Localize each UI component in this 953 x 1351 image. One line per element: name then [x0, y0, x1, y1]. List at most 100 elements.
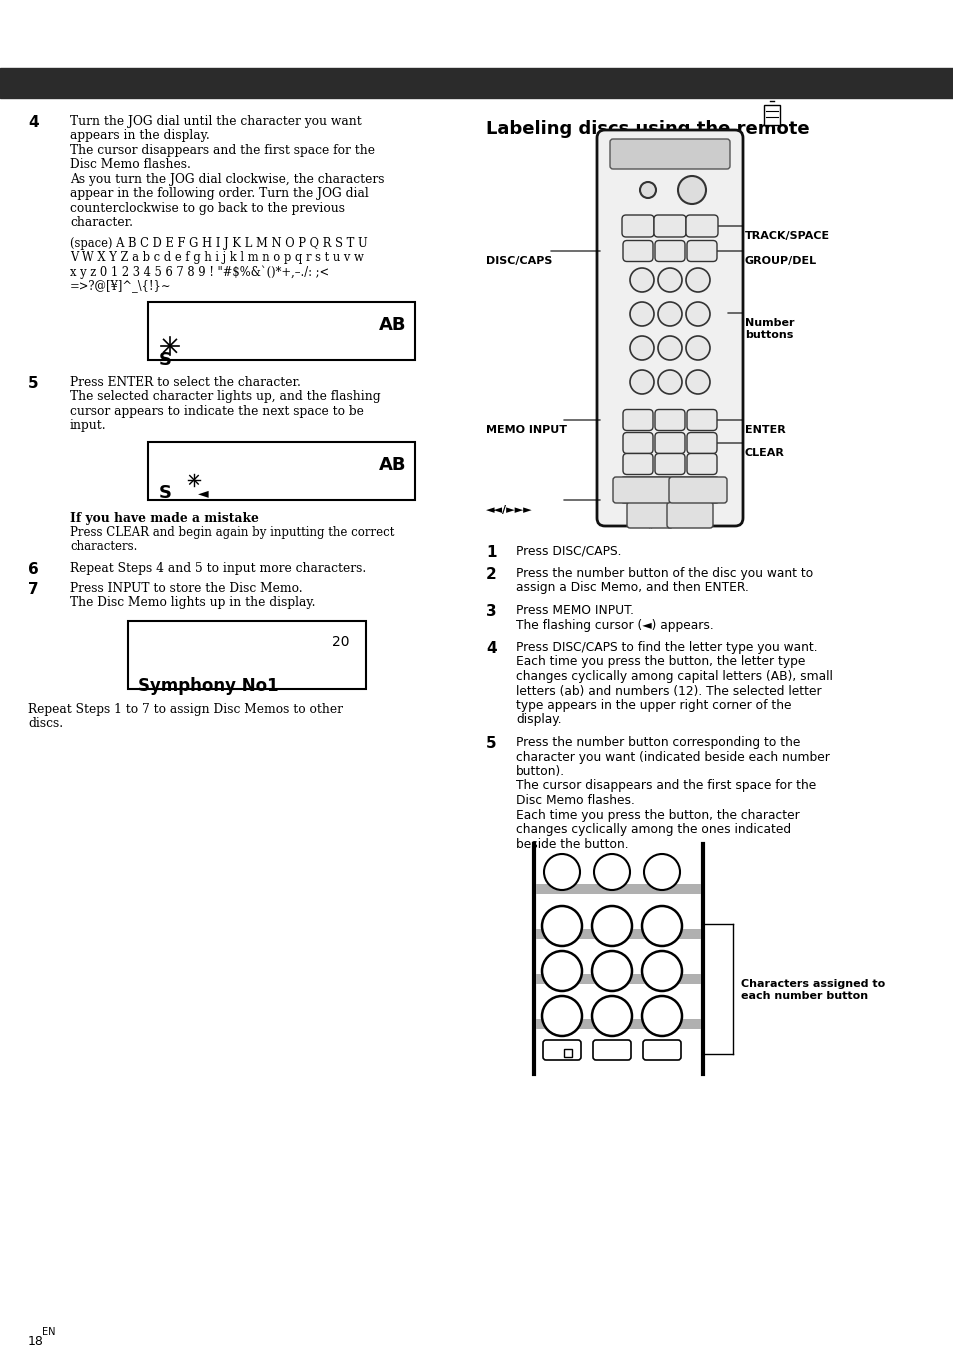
Circle shape — [678, 176, 705, 204]
Circle shape — [658, 336, 681, 359]
FancyBboxPatch shape — [642, 1040, 680, 1061]
Text: S: S — [159, 484, 172, 501]
Text: input.: input. — [70, 419, 107, 432]
Text: character you want (indicated beside each number: character you want (indicated beside eac… — [516, 751, 829, 763]
FancyBboxPatch shape — [655, 432, 684, 454]
FancyBboxPatch shape — [686, 432, 717, 454]
Circle shape — [541, 907, 581, 946]
Text: (space) A B C D E F G H I J K L M N O P Q R S T U: (space) A B C D E F G H I J K L M N O P … — [70, 236, 367, 250]
Text: 4: 4 — [485, 640, 497, 657]
Text: TRACK/SPACE: TRACK/SPACE — [744, 231, 829, 240]
Text: Characters assigned to
each number button: Characters assigned to each number butto… — [740, 979, 884, 1001]
Text: ◄: ◄ — [198, 486, 209, 500]
Text: 3: 3 — [485, 604, 497, 619]
Text: 5: 5 — [28, 376, 38, 390]
Text: characters.: characters. — [70, 540, 137, 553]
Text: ◄◄: ◄◄ — [634, 504, 649, 513]
Circle shape — [641, 907, 681, 946]
Circle shape — [629, 336, 654, 359]
Bar — [536, 974, 700, 984]
Circle shape — [592, 996, 631, 1036]
Circle shape — [592, 951, 631, 992]
FancyBboxPatch shape — [654, 215, 685, 236]
Text: 5: 5 — [485, 736, 497, 751]
Text: ▷: ▷ — [659, 493, 669, 507]
Text: 20: 20 — [332, 635, 349, 648]
Circle shape — [658, 303, 681, 326]
Circle shape — [685, 267, 709, 292]
FancyBboxPatch shape — [655, 409, 684, 431]
Text: If you have made a mistake: If you have made a mistake — [70, 512, 258, 524]
Circle shape — [641, 996, 681, 1036]
Text: Press the number button corresponding to the: Press the number button corresponding to… — [516, 736, 800, 748]
Circle shape — [658, 370, 681, 394]
Text: Repeat Steps 4 and 5 to input more characters.: Repeat Steps 4 and 5 to input more chara… — [70, 562, 366, 574]
Text: Storing Information About CDs (Custom Files): Storing Information About CDs (Custom Fi… — [22, 91, 399, 105]
FancyBboxPatch shape — [685, 215, 718, 236]
Circle shape — [541, 951, 581, 992]
Circle shape — [543, 854, 579, 890]
Text: Disc Memo flashes.: Disc Memo flashes. — [516, 794, 634, 807]
Text: Disc Memo flashes.: Disc Memo flashes. — [70, 158, 191, 172]
FancyBboxPatch shape — [622, 454, 652, 474]
Text: button).: button). — [516, 765, 564, 778]
FancyBboxPatch shape — [686, 240, 717, 262]
FancyBboxPatch shape — [613, 477, 670, 503]
Bar — [536, 1019, 700, 1029]
Text: appear in the following order. Turn the JOG dial: appear in the following order. Turn the … — [70, 188, 369, 200]
Circle shape — [643, 854, 679, 890]
Circle shape — [541, 996, 581, 1036]
FancyBboxPatch shape — [666, 503, 712, 528]
Text: x y z 0 1 2 3 4 5 6 7 8 9 ! "#$%&`()*+,–./: ;<: x y z 0 1 2 3 4 5 6 7 8 9 ! "#$%&`()*+,–… — [70, 265, 329, 278]
Text: 2: 2 — [485, 567, 497, 582]
Text: display.: display. — [516, 713, 561, 727]
Circle shape — [685, 370, 709, 394]
Text: The flashing cursor (◄) appears.: The flashing cursor (◄) appears. — [516, 619, 713, 631]
Text: 4: 4 — [28, 115, 38, 130]
Text: Each time you press the button, the character: Each time you press the button, the char… — [516, 808, 799, 821]
FancyBboxPatch shape — [622, 240, 652, 262]
Text: assign a Disc Memo, and then ENTER.: assign a Disc Memo, and then ENTER. — [516, 581, 748, 594]
Text: ◄◄/►►►: ◄◄/►►► — [485, 505, 532, 515]
Text: S: S — [159, 351, 172, 369]
Circle shape — [685, 303, 709, 326]
Text: Number: Number — [744, 317, 794, 328]
Bar — [0, 68, 953, 99]
Text: cursor appears to indicate the next space to be: cursor appears to indicate the next spac… — [70, 405, 363, 417]
Text: beside the button.: beside the button. — [516, 838, 628, 851]
FancyBboxPatch shape — [686, 454, 717, 474]
Text: type appears in the upper right corner of the: type appears in the upper right corner o… — [516, 698, 791, 712]
Text: ■: ■ — [684, 517, 695, 528]
Circle shape — [641, 951, 681, 992]
Text: Press CLEAR and begin again by inputting the correct: Press CLEAR and begin again by inputting… — [70, 526, 394, 539]
Text: =>?@[¥]^_\{!}∼: =>?@[¥]^_\{!}∼ — [70, 280, 172, 293]
Text: As you turn the JOG dial clockwise, the characters: As you turn the JOG dial clockwise, the … — [70, 173, 384, 186]
FancyBboxPatch shape — [621, 215, 654, 236]
Text: 18: 18 — [28, 1335, 44, 1348]
Text: DISC/CAPS: DISC/CAPS — [485, 255, 552, 266]
FancyBboxPatch shape — [620, 477, 719, 503]
FancyBboxPatch shape — [542, 1040, 580, 1061]
Circle shape — [592, 907, 631, 946]
Text: Press INPUT to store the Disc Memo.: Press INPUT to store the Disc Memo. — [70, 582, 302, 594]
Text: Symphony No1: Symphony No1 — [138, 677, 278, 694]
FancyBboxPatch shape — [609, 139, 729, 169]
Text: V W X Y Z a b c d e f g h i j k l m n o p q r s t u v w: V W X Y Z a b c d e f g h i j k l m n o … — [70, 251, 363, 265]
Bar — [563, 1048, 572, 1056]
Text: ENTER: ENTER — [744, 426, 785, 435]
Text: 7: 7 — [28, 582, 38, 597]
Text: Labeling discs using the remote: Labeling discs using the remote — [485, 120, 809, 138]
Circle shape — [629, 303, 654, 326]
FancyBboxPatch shape — [655, 454, 684, 474]
Bar — [148, 301, 415, 359]
Bar — [148, 442, 415, 500]
Bar — [763, 105, 780, 126]
Text: AB: AB — [378, 455, 406, 474]
Circle shape — [629, 370, 654, 394]
Text: Press DISC/CAPS.: Press DISC/CAPS. — [516, 544, 620, 558]
Text: 6: 6 — [28, 562, 39, 577]
Circle shape — [629, 267, 654, 292]
Text: Repeat Steps 1 to 7 to assign Disc Memos to other: Repeat Steps 1 to 7 to assign Disc Memos… — [28, 703, 343, 716]
FancyBboxPatch shape — [655, 240, 684, 262]
Text: The cursor disappears and the first space for the: The cursor disappears and the first spac… — [516, 780, 816, 793]
